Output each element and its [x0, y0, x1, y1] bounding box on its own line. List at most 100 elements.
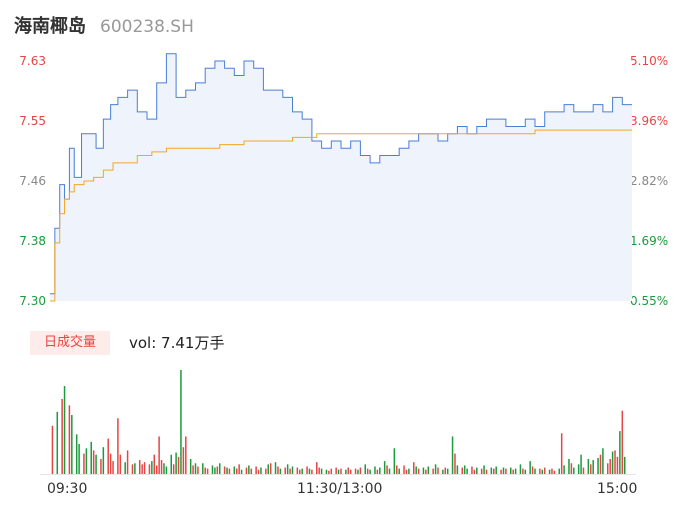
volume-bar [306, 466, 308, 474]
stock-header: 海南椰岛 600238.SH [14, 12, 194, 40]
price-tick-label: 7.55 [19, 114, 46, 128]
volume-bar [558, 468, 560, 474]
volume-bar [138, 460, 141, 474]
volume-bar [124, 462, 126, 474]
volume-bar [78, 443, 80, 474]
volume-bar [442, 469, 444, 474]
volume-bar [461, 467, 463, 474]
volume-bar [126, 450, 129, 474]
volume-bar [148, 464, 151, 474]
pct-tick-label: 5.10% [630, 54, 669, 68]
volume-bar [182, 447, 185, 474]
volume-bar [255, 466, 257, 474]
volume-bar [61, 398, 63, 474]
volume-bar [432, 468, 434, 474]
volume-bar [570, 463, 573, 474]
volume-bar [512, 469, 514, 474]
volume-bar [444, 467, 447, 474]
volume-bar [580, 454, 582, 474]
volume-bar [158, 436, 160, 474]
average-price-line [50, 129, 632, 302]
volume-bar [291, 466, 294, 474]
volume-bar [68, 405, 71, 474]
volume-bar [328, 470, 330, 474]
volume-bar [177, 456, 180, 474]
volume-bar [83, 453, 85, 474]
volume-bar [131, 464, 134, 474]
volume-bar [119, 454, 122, 474]
volume-badge[interactable]: 日成交量 [30, 331, 110, 355]
volume-bar [134, 463, 136, 474]
volume-bar [393, 448, 396, 474]
volume-bar [619, 431, 621, 474]
volume-bar [553, 470, 556, 474]
volume-bar [204, 467, 206, 474]
price-tick-label: 7.63 [19, 54, 46, 68]
volume-bar [318, 467, 320, 474]
volume-bar [260, 467, 262, 474]
volume-bar [611, 451, 614, 474]
volume-bar [616, 456, 619, 474]
volume-bar [510, 467, 512, 474]
volume-bar [153, 454, 156, 474]
volume-bar [257, 469, 260, 474]
volume-bar [446, 468, 449, 474]
volume-bar [75, 434, 78, 474]
volume-bar [592, 460, 594, 474]
volume-bar [289, 468, 291, 474]
price-line [50, 53, 632, 295]
volume-bar [505, 468, 507, 474]
volume-bar [165, 466, 168, 474]
volume-bar [473, 469, 476, 474]
volume-bar [548, 469, 551, 474]
volume-bar [143, 462, 146, 474]
volume-bar [466, 468, 468, 474]
volume-bar [279, 468, 282, 474]
volume-bar [170, 454, 172, 474]
volume-bar [56, 411, 59, 474]
volume-bar [109, 453, 112, 474]
volume-bar [354, 468, 357, 474]
volume-bar [102, 447, 105, 474]
volume-bar [568, 458, 570, 474]
volume-bar [405, 469, 408, 474]
volume-bar [185, 436, 187, 474]
volume-bar [233, 466, 236, 474]
volume-bar [454, 453, 456, 474]
volume-bar [228, 468, 231, 474]
volume-bar [330, 468, 333, 474]
volume-bar [369, 469, 371, 474]
volume-bar [408, 468, 410, 474]
volume-bar [301, 468, 303, 474]
volume-bar [216, 466, 219, 474]
volume-bar [485, 469, 488, 474]
volume-bar [311, 469, 313, 474]
volume-bar [529, 461, 531, 474]
volume-bar [379, 467, 381, 474]
volume-bar [519, 464, 522, 474]
volume-bar [100, 458, 102, 474]
volume-bar [531, 466, 534, 474]
volume-bar [172, 464, 175, 474]
volume-bar [621, 410, 624, 474]
volume-bar [194, 463, 197, 474]
volume-bar [437, 467, 439, 474]
volume-bar [490, 467, 493, 474]
volume-bar [480, 468, 483, 474]
volume-bar [415, 466, 417, 474]
volume-bar [463, 465, 466, 474]
volume-bar [396, 465, 398, 474]
volume-bar [451, 436, 454, 474]
time-tick-label: 11:30/13:00 [297, 481, 383, 497]
volume-bar [250, 468, 253, 474]
volume-bar [71, 415, 73, 474]
volume-bar [609, 458, 611, 474]
volume-bar [325, 469, 328, 474]
volume-bar [403, 465, 405, 474]
volume-bar [388, 468, 391, 474]
volume-bar [316, 462, 318, 474]
volume-bar [614, 450, 616, 474]
volume-bar [337, 469, 340, 474]
volume-bar [383, 461, 386, 474]
volume-bar [541, 469, 544, 474]
